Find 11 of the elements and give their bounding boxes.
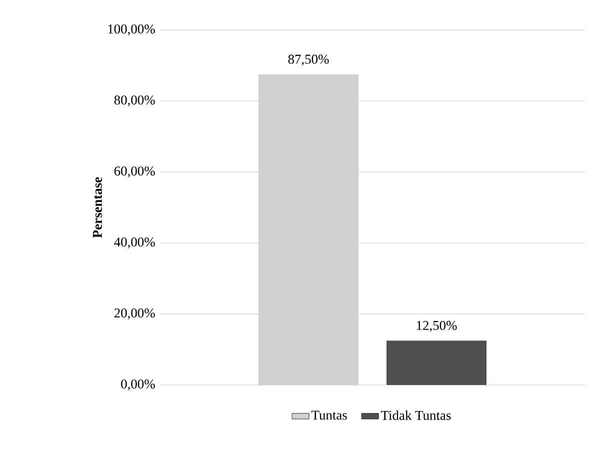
- y-tick-label: 40,00%: [114, 237, 155, 248]
- y-tick-label: 100,00%: [108, 24, 155, 36]
- y-tick-label: 20,00%: [114, 308, 155, 320]
- legend-label: Tuntas: [311, 410, 347, 420]
- y-tick-label: 0,00%: [121, 379, 155, 390]
- legend-label: Tidak Tuntas: [381, 410, 451, 420]
- y-axis-title: Persentase: [93, 177, 102, 238]
- y-tick-label: 60,00%: [114, 166, 155, 178]
- y-tick-label: 80,00%: [114, 95, 155, 106]
- data-label: 87,50%: [288, 54, 329, 66]
- data-label: 12,50%: [416, 320, 457, 332]
